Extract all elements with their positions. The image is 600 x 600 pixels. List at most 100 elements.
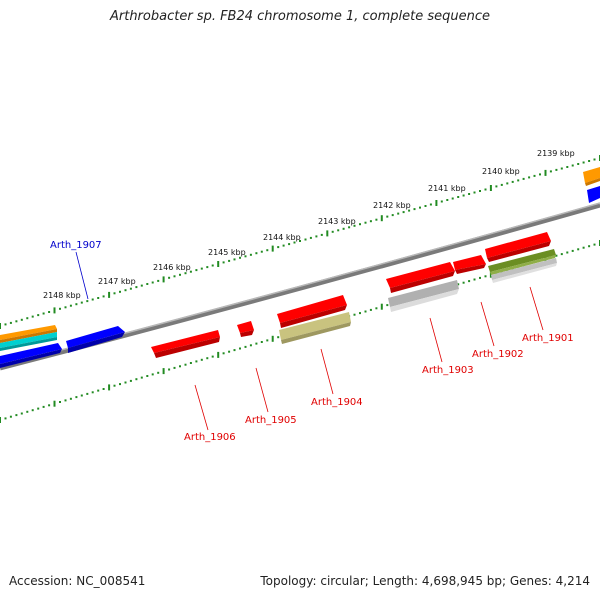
minor-tick	[571, 164, 574, 167]
minor-tick	[113, 384, 116, 387]
gene-arth-1907[interactable]	[66, 326, 125, 353]
minor-tick	[386, 215, 389, 218]
minor-tick	[4, 323, 7, 326]
scale-label: 2142 kbp	[373, 201, 411, 210]
minor-tick	[266, 339, 269, 342]
gene-arth-1905[interactable]	[237, 321, 254, 337]
minor-tick	[539, 173, 541, 176]
minor-tick	[102, 295, 105, 298]
minor-tick	[282, 244, 285, 247]
minor-tick	[249, 253, 252, 256]
minor-tick	[140, 284, 143, 287]
minor-tick	[37, 407, 40, 410]
minor-tick	[560, 167, 563, 170]
minor-tick	[593, 243, 596, 246]
minor-tick	[129, 379, 132, 382]
minor-tick	[479, 190, 481, 192]
minor-tick	[342, 227, 345, 230]
feature-grey-1901[interactable]	[491, 258, 557, 283]
minor-tick	[457, 196, 460, 198]
minor-tick	[462, 194, 465, 197]
minor-tick	[157, 279, 160, 282]
minor-tick	[200, 358, 203, 361]
minor-tick	[91, 391, 94, 394]
minor-tick	[566, 251, 569, 254]
feature-cyan-left[interactable]	[0, 332, 57, 351]
minor-tick	[26, 317, 29, 320]
scale-label: 2143 kbp	[318, 217, 356, 226]
minor-tick	[359, 312, 361, 315]
minor-tick	[151, 281, 154, 284]
minor-tick	[304, 238, 307, 241]
gene-arth-1901[interactable]	[485, 232, 551, 262]
scale-label: 2146 kbp	[153, 263, 191, 272]
gene-arth-1903[interactable]	[386, 262, 455, 293]
feature-red-1904-upper[interactable]	[277, 295, 347, 328]
minor-tick	[233, 349, 236, 352]
minor-tick	[135, 286, 138, 289]
minor-tick	[473, 191, 476, 194]
minor-tick	[168, 368, 171, 371]
minor-tick	[353, 313, 356, 316]
minor-tick	[337, 229, 340, 232]
feature-green-1901[interactable]	[488, 249, 556, 275]
minor-tick	[179, 273, 181, 276]
major-tick	[162, 368, 165, 375]
minor-tick	[549, 170, 552, 173]
feature-blue-left[interactable]	[0, 343, 62, 368]
minor-tick	[228, 350, 231, 353]
minor-tick	[359, 223, 361, 226]
minor-tick	[64, 306, 67, 309]
outer-scale-ticks	[0, 155, 600, 329]
minor-tick	[146, 375, 149, 377]
minor-tick	[571, 249, 574, 252]
minor-tick	[402, 211, 405, 214]
minor-tick	[37, 314, 40, 317]
minor-tick	[206, 357, 209, 360]
major-tick	[489, 185, 492, 191]
major-tick	[108, 291, 111, 298]
feature-grey-1903[interactable]	[388, 280, 459, 312]
minor-tick	[69, 304, 72, 307]
gene-arth-1904[interactable]	[279, 312, 351, 344]
minor-tick	[288, 243, 291, 246]
minor-tick	[80, 301, 83, 304]
minor-tick	[80, 394, 83, 397]
scale-label: 2145 kbp	[208, 248, 246, 257]
major-tick	[0, 417, 1, 423]
minor-tick	[200, 267, 203, 270]
minor-tick	[59, 401, 61, 403]
minor-tick	[397, 212, 400, 215]
feature-orange-left[interactable]	[0, 325, 57, 343]
minor-tick	[588, 160, 591, 162]
minor-tick	[119, 383, 121, 386]
minor-tick	[189, 362, 192, 364]
minor-tick	[255, 342, 258, 345]
minor-tick	[260, 341, 263, 343]
summary-text: Topology: circular; Length: 4,698,945 bp…	[260, 574, 590, 588]
major-tick	[108, 384, 111, 391]
minor-tick	[189, 270, 192, 273]
minor-tick	[468, 280, 471, 283]
gene-arth-1906[interactable]	[151, 330, 220, 358]
scale-label: 2140 kbp	[482, 167, 520, 176]
minor-tick	[31, 409, 34, 412]
minor-tick	[391, 214, 394, 217]
minor-tick	[593, 158, 596, 161]
minor-tick	[75, 303, 78, 306]
scale-label: 2139 kbp	[537, 149, 575, 158]
minor-tick	[577, 248, 580, 251]
feature-blue-right[interactable]	[587, 186, 600, 203]
minor-tick	[528, 176, 531, 179]
major-tick	[380, 215, 383, 222]
minor-tick	[353, 224, 356, 227]
minor-tick	[119, 290, 121, 293]
scale-label: 2141 kbp	[428, 184, 466, 193]
feature-orange-right[interactable]	[583, 167, 600, 186]
major-tick	[435, 200, 438, 206]
minor-tick	[91, 298, 94, 301]
minor-tick	[446, 199, 449, 201]
minor-tick	[222, 261, 225, 264]
gene-arth-1902[interactable]	[453, 255, 486, 274]
minor-tick	[20, 318, 23, 321]
